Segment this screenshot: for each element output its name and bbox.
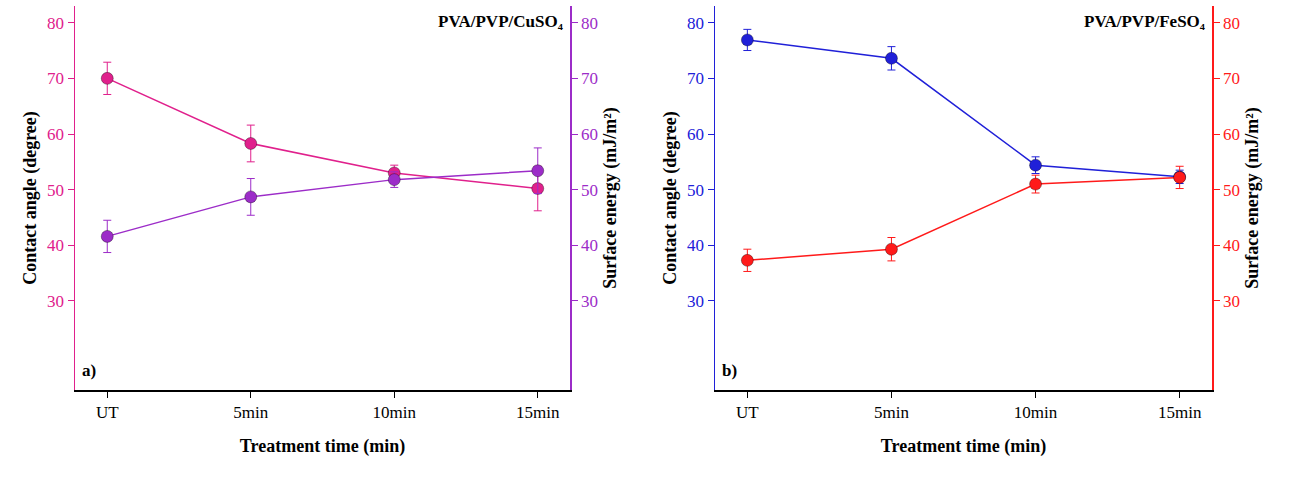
svg-text:40: 40 xyxy=(581,236,598,255)
svg-text:UT: UT xyxy=(736,403,759,422)
svg-text:60: 60 xyxy=(687,125,704,144)
svg-text:Surface energy (mJ/m²): Surface energy (mJ/m²) xyxy=(600,107,621,288)
svg-text:PVA/PVP/CuSO₄: PVA/PVP/CuSO₄ xyxy=(438,12,563,31)
svg-text:60: 60 xyxy=(1223,125,1240,144)
svg-text:50: 50 xyxy=(687,181,704,200)
svg-text:60: 60 xyxy=(47,125,64,144)
svg-text:40: 40 xyxy=(687,236,704,255)
svg-text:40: 40 xyxy=(47,236,64,255)
svg-text:5min: 5min xyxy=(233,403,268,422)
svg-text:a): a) xyxy=(82,361,96,380)
svg-text:40: 40 xyxy=(1223,236,1240,255)
svg-text:10min: 10min xyxy=(1014,403,1058,422)
svg-text:80: 80 xyxy=(47,14,64,33)
svg-text:Treatment time (min): Treatment time (min) xyxy=(881,436,1046,457)
svg-text:70: 70 xyxy=(1223,69,1240,88)
svg-text:30: 30 xyxy=(581,292,598,311)
svg-text:5min: 5min xyxy=(874,403,909,422)
svg-text:50: 50 xyxy=(1223,181,1240,200)
svg-text:50: 50 xyxy=(581,181,598,200)
svg-text:80: 80 xyxy=(581,14,598,33)
svg-text:80: 80 xyxy=(687,14,704,33)
svg-text:Treatment time (min): Treatment time (min) xyxy=(240,436,405,457)
svg-text:Contact angle (degree): Contact angle (degree) xyxy=(660,111,681,285)
svg-text:PVA/PVP/FeSO₄: PVA/PVP/FeSO₄ xyxy=(1084,12,1205,31)
svg-text:b): b) xyxy=(722,361,737,380)
svg-text:70: 70 xyxy=(687,69,704,88)
svg-text:Surface energy (mJ/m²): Surface energy (mJ/m²) xyxy=(1242,107,1263,288)
svg-text:15min: 15min xyxy=(1158,403,1202,422)
svg-text:70: 70 xyxy=(581,69,598,88)
svg-text:80: 80 xyxy=(1223,14,1240,33)
svg-text:60: 60 xyxy=(581,125,598,144)
svg-text:50: 50 xyxy=(47,181,64,200)
svg-text:30: 30 xyxy=(47,292,64,311)
svg-text:15min: 15min xyxy=(516,403,560,422)
svg-text:70: 70 xyxy=(47,69,64,88)
svg-text:Contact angle (degree): Contact angle (degree) xyxy=(20,111,41,285)
svg-text:10min: 10min xyxy=(373,403,417,422)
svg-text:30: 30 xyxy=(687,292,704,311)
svg-text:UT: UT xyxy=(96,403,119,422)
svg-text:30: 30 xyxy=(1223,292,1240,311)
